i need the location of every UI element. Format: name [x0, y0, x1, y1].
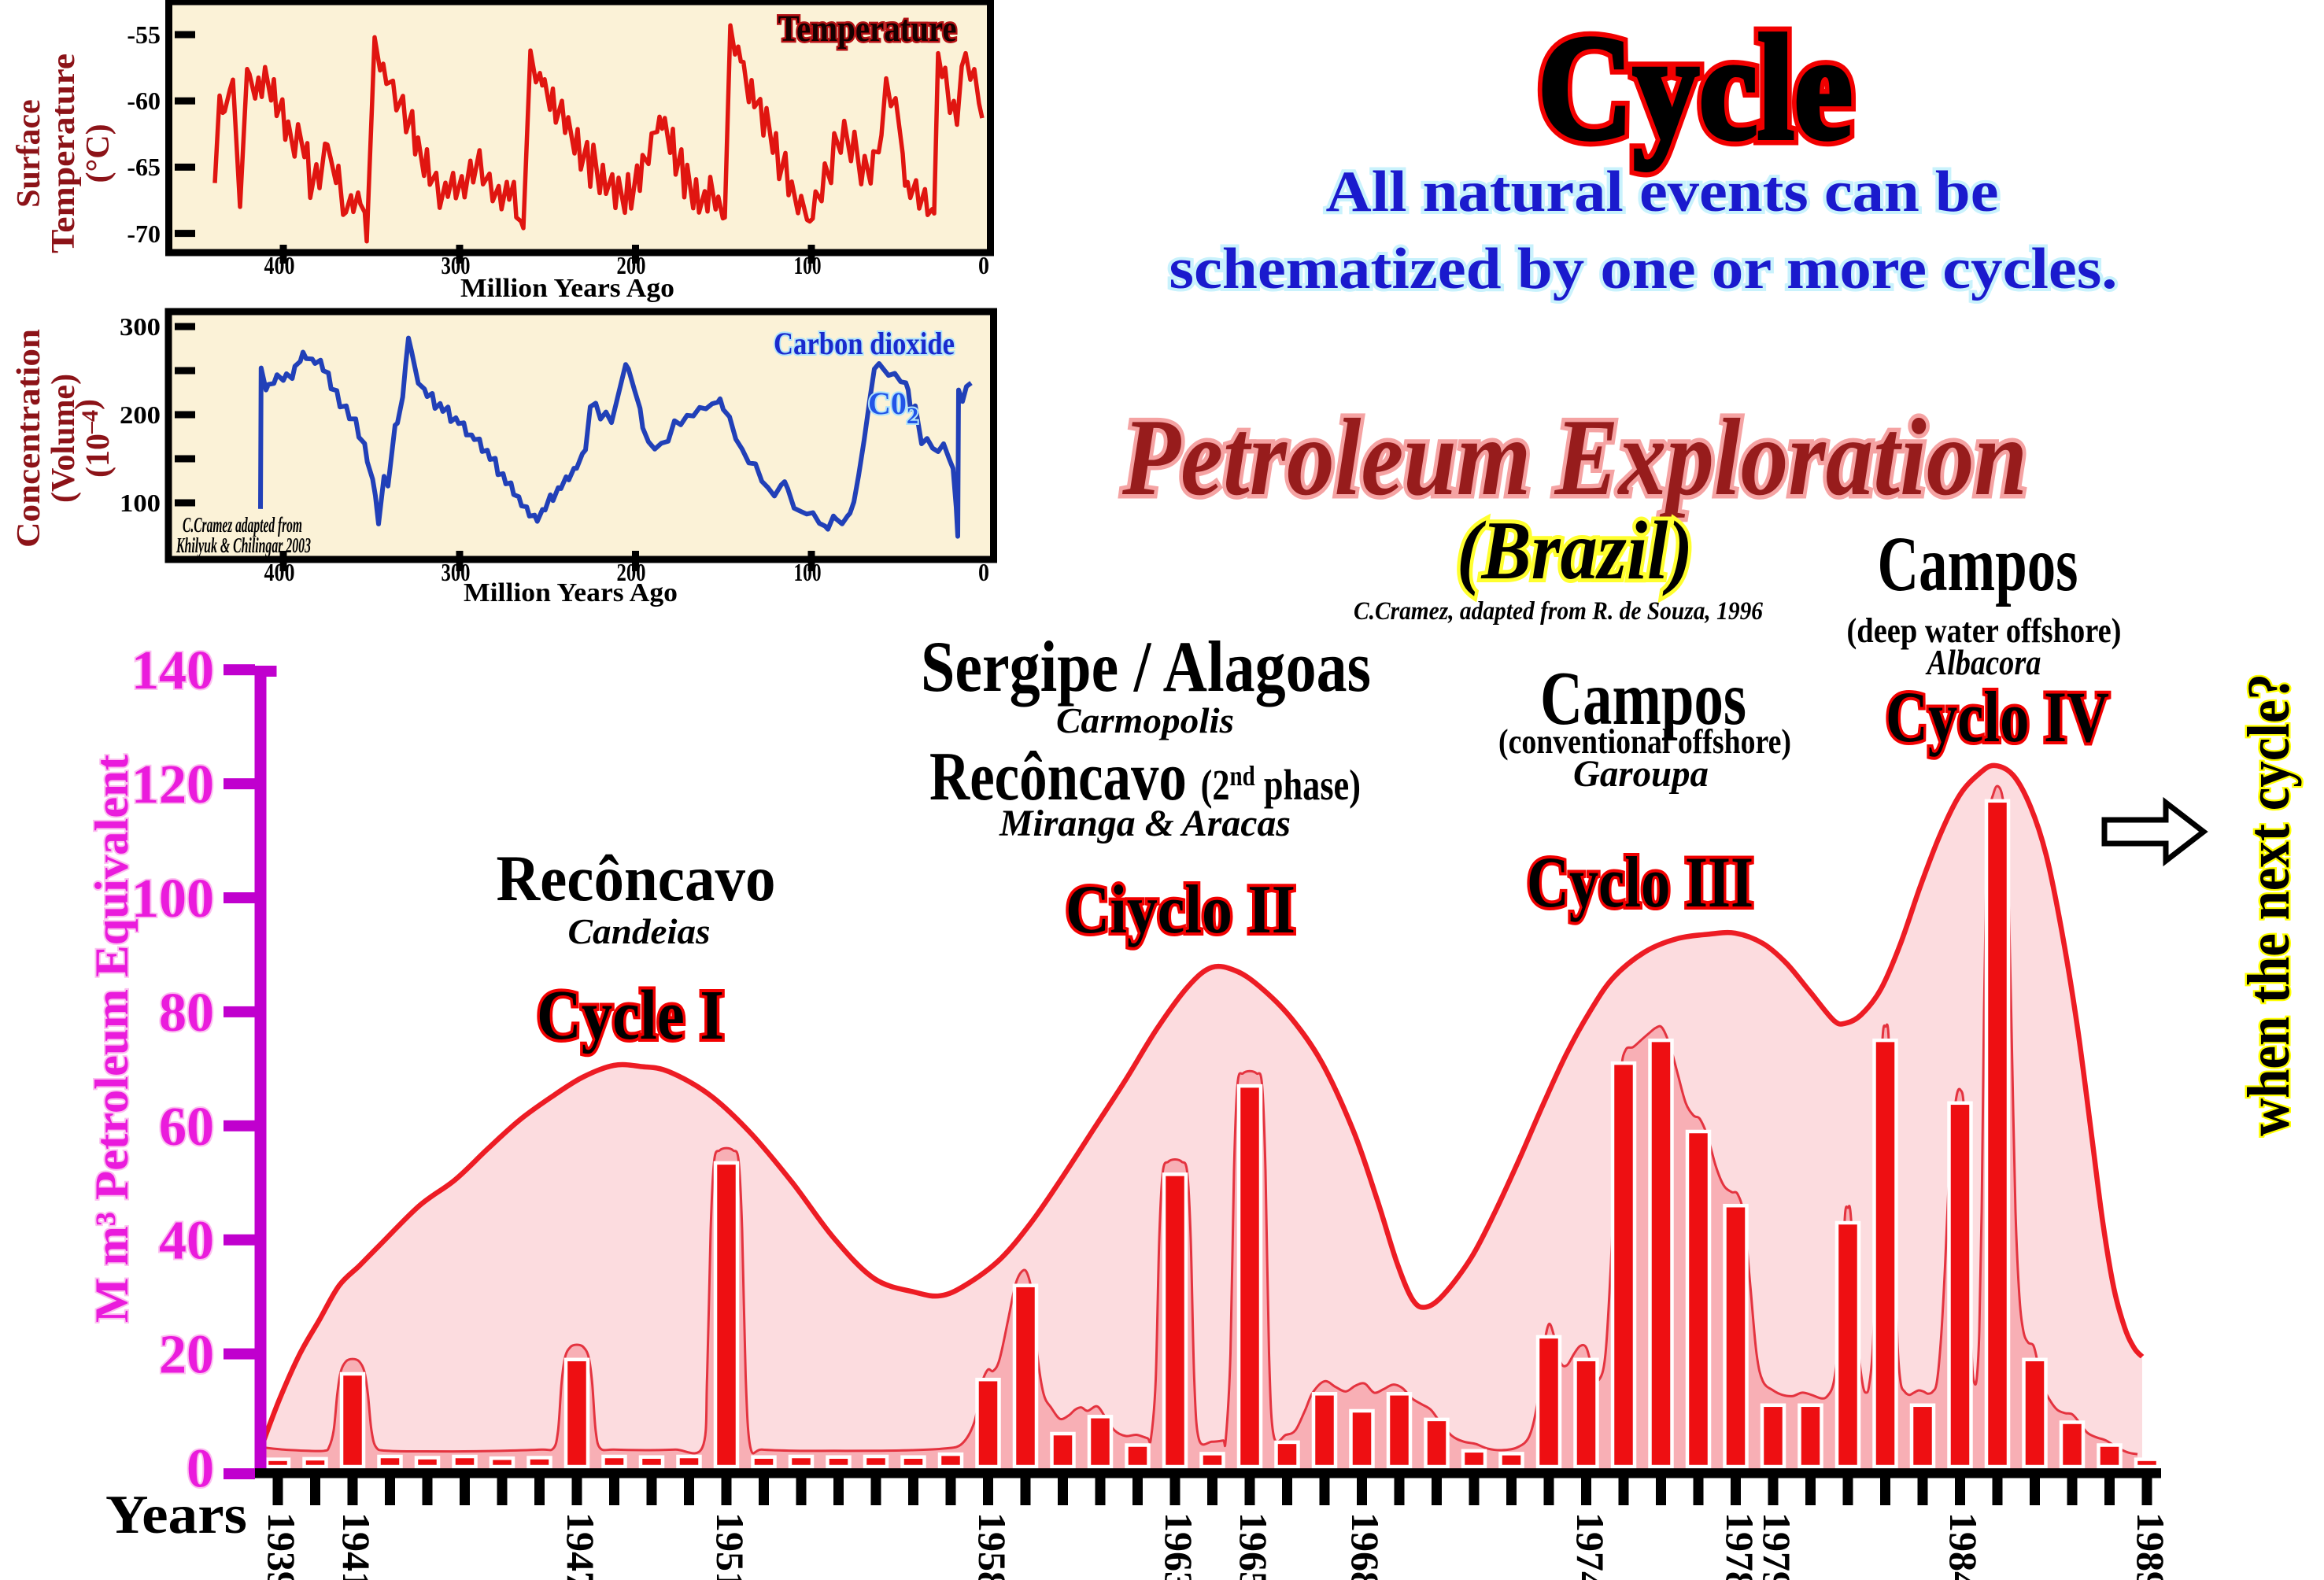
svg-text:(conventional offshore): (conventional offshore) [1498, 722, 1791, 761]
svg-text:0: 0 [978, 558, 989, 586]
svg-text:(Brazil): (Brazil) [1457, 504, 1693, 596]
svg-text:1968: 1968 [1343, 1512, 1387, 1580]
svg-text:(deep water offshore): (deep water offshore) [1847, 611, 2122, 650]
svg-text:Million Years Ago: Million Years Ago [464, 578, 678, 607]
svg-text:Ciyclo II: Ciyclo II [1066, 872, 1295, 948]
svg-text:80: 80 [159, 983, 214, 1043]
svg-text:Years: Years [105, 1485, 247, 1545]
svg-text:1978: 1978 [1718, 1512, 1762, 1580]
svg-text:1939: 1939 [260, 1512, 304, 1580]
svg-text:1941: 1941 [334, 1512, 379, 1580]
svg-text:Cyclo IV: Cyclo IV [1886, 677, 2109, 757]
svg-text:140: 140 [131, 640, 214, 701]
svg-text:All natural events can be: All natural events can be [1326, 160, 1999, 224]
svg-text:Cycle: Cycle [1538, 6, 1853, 171]
svg-text:400: 400 [264, 251, 295, 279]
svg-text:200: 200 [617, 251, 646, 279]
svg-text:300: 300 [120, 312, 161, 341]
svg-text:1974: 1974 [1568, 1512, 1613, 1580]
svg-text:-65: -65 [127, 153, 161, 181]
svg-text:(Volume): (Volume) [46, 374, 82, 503]
svg-text:-55: -55 [127, 20, 161, 49]
svg-text:400: 400 [264, 558, 295, 586]
svg-text:Cycle: Cycle [1538, 6, 1853, 171]
svg-text:C.Cramez adapted from: C.Cramez adapted from [183, 513, 302, 537]
svg-text:schematized by one or more cyc: schematized by one or more cycles. [1169, 237, 2118, 301]
svg-text:C.Cramez, adapted from R. de S: C.Cramez, adapted from R. de Souza, 1996 [1354, 597, 1763, 626]
svg-text:Khilyuk & Chilingar 2003: Khilyuk & Chilingar 2003 [176, 533, 311, 557]
svg-text:60: 60 [159, 1097, 214, 1157]
svg-text:Carmopolis: Carmopolis [1056, 700, 1234, 740]
svg-text:200: 200 [617, 558, 646, 586]
svg-text:40: 40 [159, 1211, 214, 1272]
svg-text:(°C): (°C) [80, 124, 116, 183]
svg-text:Sergipe / Alagoas: Sergipe / Alagoas [921, 626, 1371, 707]
svg-text:300: 300 [442, 558, 471, 586]
svg-text:0: 0 [187, 1439, 214, 1500]
svg-text:200: 200 [120, 401, 161, 429]
svg-text:1947: 1947 [559, 1512, 603, 1580]
svg-text:Temperature: Temperature [778, 8, 957, 50]
svg-text:Surface: Surface [11, 99, 47, 208]
svg-text:1984: 1984 [1942, 1512, 1986, 1580]
svg-text:1958: 1958 [970, 1512, 1014, 1580]
svg-text:1963: 1963 [1157, 1512, 1201, 1580]
svg-text:Miranga & Aracas: Miranga & Aracas [999, 803, 1291, 844]
svg-text:1989: 1989 [2129, 1512, 2173, 1580]
svg-text:1979: 1979 [1755, 1512, 1799, 1580]
svg-text:1965: 1965 [1232, 1512, 1276, 1580]
svg-text:Recôncavo: Recôncavo [497, 842, 776, 914]
svg-text:Campos: Campos [1540, 656, 1746, 741]
svg-text:100: 100 [120, 489, 161, 517]
svg-text:300: 300 [442, 251, 471, 279]
svg-text:-60: -60 [127, 87, 161, 115]
svg-text:Cycle I: Cycle I [537, 976, 724, 1054]
svg-text:120: 120 [131, 755, 214, 815]
svg-text:-70: -70 [127, 220, 161, 248]
svg-text:Cyclo III: Cyclo III [1527, 842, 1753, 922]
svg-text:Carbon dioxide: Carbon dioxide [774, 326, 955, 361]
svg-text:Garoupa: Garoupa [1573, 753, 1709, 795]
svg-text:100: 100 [794, 558, 822, 586]
svg-text:100: 100 [794, 251, 822, 279]
svg-text:1951: 1951 [708, 1512, 752, 1580]
svg-text:Temperature: Temperature [46, 54, 82, 253]
svg-text:20: 20 [159, 1325, 214, 1386]
svg-text:M m³ Petroleum Equivalent: M m³ Petroleum Equivalent [86, 755, 138, 1323]
svg-text:100: 100 [131, 869, 214, 929]
svg-text:Campos: Campos [1878, 520, 2078, 607]
svg-text:Million Years Ago: Million Years Ago [460, 274, 674, 303]
svg-text:0: 0 [978, 251, 989, 279]
svg-text:Albacora: Albacora [1925, 642, 2041, 682]
svg-text:when the next cycle?: when the next cycle? [2236, 674, 2302, 1136]
svg-text:Petroleum Exploration: Petroleum Exploration [1121, 397, 2027, 519]
svg-text:Candeias: Candeias [568, 911, 711, 951]
svg-text:Concentration: Concentration [11, 329, 47, 548]
